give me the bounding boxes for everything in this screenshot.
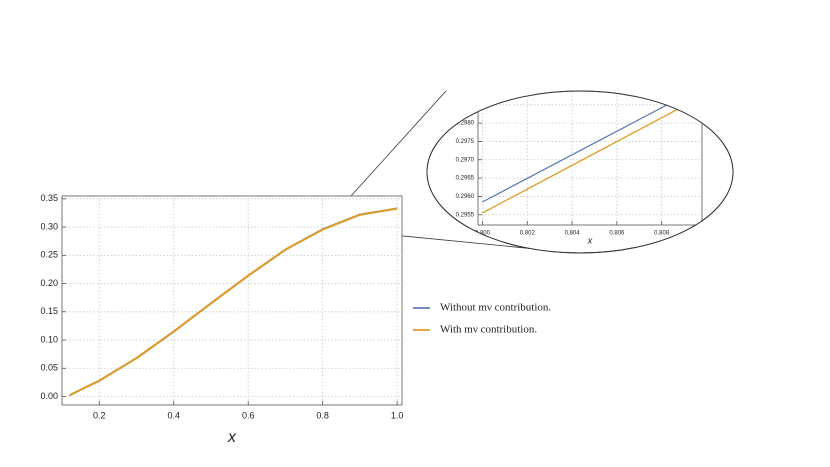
main-plot: 0.2 0.4 0.6 0.8 1.0 0.00 0.05 0.10 0.15 0.20 0.25 0… (40, 193, 403, 446)
series-line (482, 95, 703, 214)
x-tick-label: 0.802 (520, 231, 536, 237)
series-line (482, 91, 703, 203)
y-tick-label: 0.15 (40, 306, 58, 316)
y-tick-label: 0.25 (40, 250, 58, 260)
y-tick-label: 0.2975 (456, 139, 475, 145)
y-tick-label: 0.05 (40, 363, 58, 373)
y-tick-label: 0.10 (40, 334, 58, 344)
x-tick-label: 0.806 (609, 231, 625, 237)
x-axis-label: x (587, 235, 593, 245)
y-tick-label: 0.35 (40, 193, 58, 203)
y-tick-label: 0.2980 (456, 121, 475, 127)
y-tick-label: 0.2990 (456, 84, 475, 90)
zoom-ellipse-border (426, 90, 734, 254)
series-line (68, 207, 398, 397)
x-axis-label: x (227, 429, 237, 446)
x-tick-label: 0.6 (242, 410, 255, 420)
inset-plot: 0.800 0.802 0.804 0.806 0.808 0.2955 0.2960 0.2… (456, 84, 703, 245)
plot-area (477, 91, 703, 226)
y-tick-label: 0.2960 (456, 194, 475, 200)
y-tick-label: 0.00 (40, 391, 58, 401)
x-tick-label: 0.8 (316, 410, 329, 420)
x-tick-label: 1.0 (391, 410, 404, 420)
y-tick-label: 0.2970 (456, 157, 475, 163)
y-tick-label: 0.2955 (456, 212, 475, 218)
y-tick-label: 0.30 (40, 221, 58, 231)
x-tick-label: 0.800 (475, 231, 491, 237)
x-tick-label: 0.4 (167, 410, 180, 420)
y-tick-label: 0.2965 (456, 176, 475, 182)
legend-label: Without mν contribution. (440, 302, 551, 314)
x-tick-label: 0.2 (93, 410, 106, 420)
legend-label: With mν contribution. (440, 324, 537, 336)
x-tick-label: 0.804 (565, 231, 581, 237)
legend: Without mν contribution. With mν contribu… (413, 302, 551, 336)
y-tick-label: 0.20 (40, 278, 58, 288)
y-tick-label: 0.2985 (456, 102, 475, 108)
x-tick-label: 0.808 (654, 231, 670, 237)
plot-area (61, 195, 403, 406)
